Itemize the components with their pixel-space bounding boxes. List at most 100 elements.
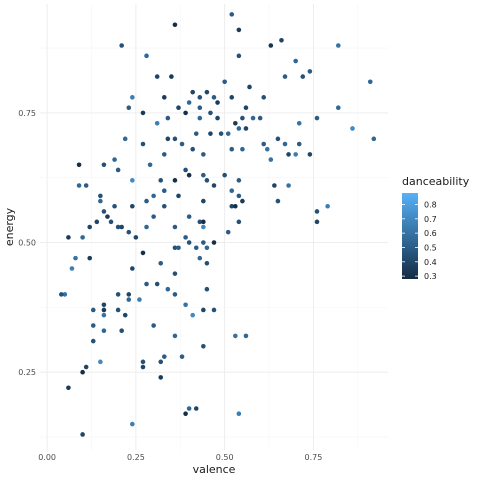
data-point bbox=[233, 203, 238, 209]
data-point bbox=[183, 167, 188, 173]
data-point bbox=[293, 58, 298, 64]
data-point bbox=[272, 183, 277, 188]
data-point bbox=[335, 43, 341, 48]
data-point bbox=[201, 219, 206, 225]
data-point bbox=[197, 255, 203, 261]
data-point bbox=[179, 354, 185, 359]
data-point bbox=[215, 115, 220, 121]
data-point bbox=[172, 292, 178, 297]
data-point bbox=[225, 229, 231, 235]
data-point bbox=[94, 219, 100, 225]
data-point bbox=[115, 167, 121, 173]
data-point bbox=[80, 432, 85, 437]
data-point bbox=[222, 172, 227, 178]
data-point bbox=[80, 235, 85, 240]
legend-colorbar bbox=[402, 193, 418, 279]
data-point bbox=[144, 281, 149, 287]
data-point bbox=[183, 110, 188, 116]
data-point bbox=[186, 240, 192, 245]
data-point bbox=[172, 136, 178, 142]
data-point bbox=[112, 203, 117, 209]
data-point bbox=[165, 286, 171, 292]
data-point bbox=[325, 203, 330, 209]
data-point bbox=[247, 84, 252, 90]
data-point bbox=[186, 172, 192, 178]
data-point bbox=[307, 69, 313, 74]
data-point bbox=[154, 120, 160, 126]
data-point bbox=[233, 120, 238, 126]
data-point bbox=[90, 307, 96, 313]
data-point bbox=[211, 183, 217, 188]
data-point bbox=[197, 95, 203, 100]
data-point bbox=[193, 406, 199, 411]
data-point bbox=[165, 136, 171, 142]
data-point bbox=[229, 12, 235, 17]
data-point bbox=[204, 261, 210, 266]
data-point bbox=[314, 115, 320, 121]
data-point bbox=[176, 245, 181, 251]
data-point bbox=[119, 224, 124, 230]
data-point bbox=[169, 74, 174, 79]
data-point bbox=[130, 421, 135, 427]
data-point bbox=[98, 359, 103, 365]
y-tick-label: 0.25 bbox=[18, 368, 36, 377]
data-point bbox=[76, 162, 82, 168]
data-point bbox=[275, 198, 281, 204]
data-point bbox=[98, 198, 103, 204]
data-point bbox=[286, 183, 291, 188]
y-tick-label: 0.50 bbox=[18, 239, 36, 248]
data-point bbox=[126, 105, 132, 111]
data-point bbox=[158, 359, 164, 365]
data-point bbox=[279, 38, 284, 43]
data-point bbox=[115, 307, 121, 313]
data-point bbox=[282, 74, 288, 79]
data-point bbox=[144, 224, 149, 230]
data-point bbox=[158, 178, 164, 183]
data-point bbox=[66, 385, 71, 391]
data-point bbox=[296, 141, 302, 147]
data-point bbox=[115, 292, 121, 297]
data-point bbox=[186, 100, 192, 105]
data-point bbox=[350, 126, 355, 131]
data-point bbox=[154, 74, 160, 79]
y-axis-tick-labels: 0.25 0.50 0.75 bbox=[18, 109, 36, 377]
points bbox=[59, 12, 377, 437]
x-tick-label: 0.00 bbox=[38, 453, 56, 462]
data-point bbox=[211, 240, 217, 245]
data-point bbox=[243, 105, 249, 111]
data-point bbox=[240, 198, 245, 204]
data-point bbox=[275, 136, 281, 142]
data-point bbox=[87, 255, 93, 261]
data-point bbox=[314, 209, 320, 214]
data-point bbox=[296, 120, 302, 126]
data-point bbox=[183, 411, 188, 416]
data-point bbox=[101, 162, 107, 168]
data-point bbox=[229, 95, 235, 100]
data-point bbox=[243, 333, 249, 339]
data-point bbox=[367, 79, 373, 85]
data-point bbox=[282, 141, 288, 147]
data-point bbox=[240, 146, 245, 152]
data-point bbox=[80, 369, 85, 375]
data-point bbox=[250, 115, 256, 121]
data-point bbox=[126, 297, 132, 302]
data-point bbox=[186, 406, 192, 411]
data-point bbox=[261, 141, 267, 147]
legend-break-label: 0.5 bbox=[424, 243, 437, 252]
data-point bbox=[83, 183, 89, 188]
data-point bbox=[204, 245, 210, 251]
data-point bbox=[183, 235, 188, 240]
data-point bbox=[293, 152, 298, 157]
data-point bbox=[59, 292, 64, 297]
data-point bbox=[225, 131, 231, 136]
data-point bbox=[140, 359, 146, 365]
data-point bbox=[371, 136, 377, 142]
data-point bbox=[215, 100, 220, 105]
data-point bbox=[268, 43, 274, 48]
data-point bbox=[172, 333, 178, 339]
data-point bbox=[151, 193, 156, 199]
data-point bbox=[87, 224, 93, 230]
data-point bbox=[300, 74, 306, 79]
